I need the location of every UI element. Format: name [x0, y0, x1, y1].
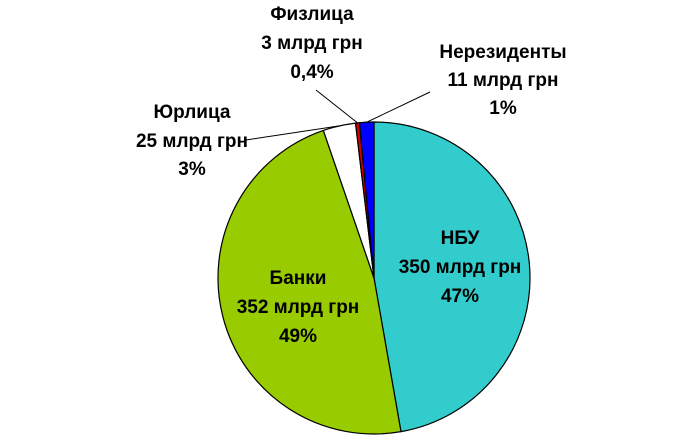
pie-slices	[217, 121, 531, 435]
pie-slice-nbu	[373, 121, 531, 433]
slice-label-individuals-name: Физлица	[270, 4, 354, 25]
slice-label-banks-value: 352 млрд грн	[237, 297, 360, 318]
slice-label-legal-value: 25 млрд грн	[136, 131, 248, 152]
slice-label-banks-percent: 49%	[279, 326, 317, 347]
slice-label-individuals-value: 3 млрд грн	[261, 33, 362, 54]
leader-line-individuals	[315, 89, 358, 124]
slice-label-nbu-name: НБУ	[441, 228, 480, 249]
slice-label-banks-name: Банки	[270, 268, 327, 289]
slice-label-legal-name: Юрлица	[154, 102, 231, 123]
slice-label-nbu-percent: 47%	[441, 286, 479, 307]
slice-label-nonresidents-value: 11 млрд грн	[448, 70, 559, 91]
slice-label-nonresidents-name: Нерезиденты	[439, 42, 566, 63]
slice-label-legal-percent: 3%	[178, 159, 206, 180]
pie-slice-banks	[217, 129, 402, 435]
leader-line-nonresidents	[366, 91, 431, 123]
slice-label-nonresidents-percent: 1%	[489, 98, 517, 119]
leader-line-legal	[245, 125, 340, 141]
slice-label-individuals-percent: 0,4%	[290, 62, 333, 83]
slice-label-nbu-value: 350 млрд грн	[399, 257, 522, 278]
leader-lines	[245, 89, 431, 141]
